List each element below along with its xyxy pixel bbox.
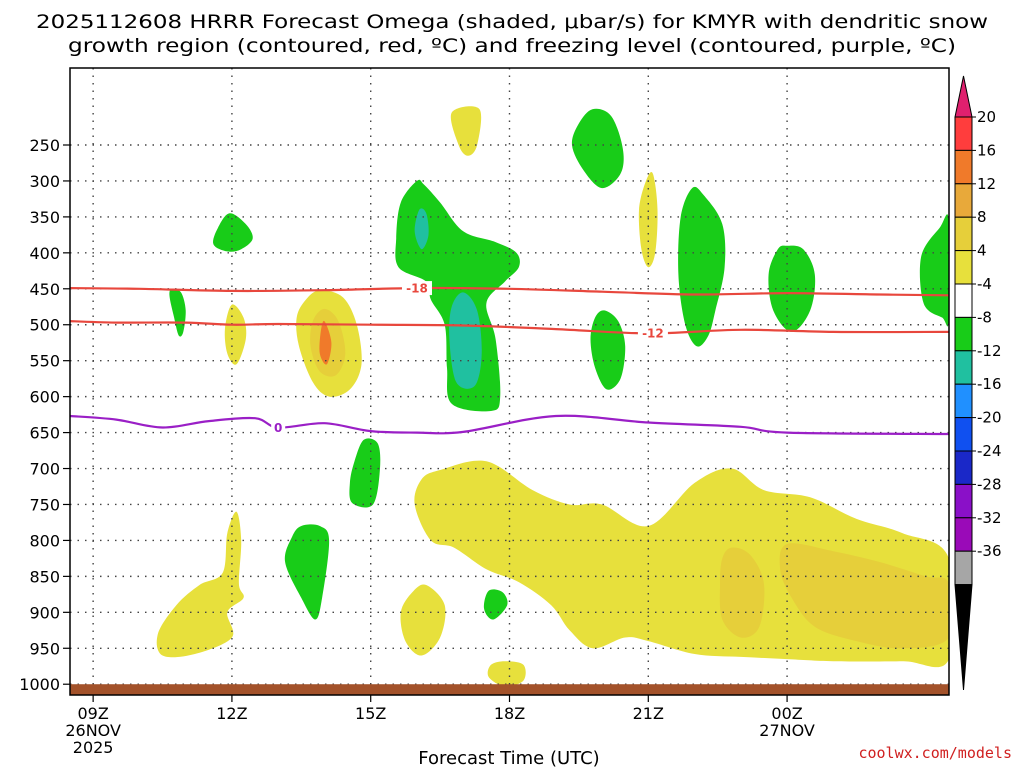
colorbar-label--8: -8 — [977, 308, 992, 326]
colorbar-bin--16 — [954, 383, 973, 419]
omega-region--8-4 — [213, 213, 253, 252]
y-axis: 250 300 350 400 450 500 550 600 650 700 750 800 850 9… — [19, 136, 70, 694]
y-tick-label-800: 800 — [29, 531, 60, 550]
colorbar-bin--12 — [954, 350, 973, 385]
colorbar-bin--36 — [954, 550, 973, 586]
colorbar-label--4: -4 — [977, 275, 992, 293]
contour-minus12 — [70, 320, 949, 335]
colorbar-bin--24 — [954, 450, 973, 485]
contour-label-minus12: -12 — [642, 327, 664, 341]
y-tick-label-950: 950 — [29, 639, 60, 658]
colorbar-label--36: -36 — [977, 542, 1002, 560]
colorbar-bin-4 — [954, 250, 973, 285]
ground-strip — [70, 684, 949, 695]
omega-region-8-21 — [719, 547, 765, 638]
omega-region--8-9 — [590, 310, 626, 390]
colorbar-label-20: 20 — [977, 108, 996, 126]
omega-region-4-15 — [224, 304, 247, 365]
omega-region--8-7 — [768, 245, 816, 332]
colorbar: 20 16 12 8 4 -4 -8 -12 -16 -20 -24 -28 -32 -36 — [954, 75, 1002, 691]
y-tick-label-600: 600 — [29, 388, 60, 407]
colorbar-label--20: -20 — [977, 409, 1002, 427]
colorbar-bin-16 — [954, 149, 973, 185]
omega-region-4-24 — [487, 661, 526, 687]
y-tick-label-500: 500 — [29, 316, 60, 335]
x-tick-label-15Z: 15Z — [355, 704, 386, 723]
x-tick-label-00Z: 00Z 27NOV — [759, 704, 815, 740]
colorbar-bin-12 — [954, 183, 973, 218]
omega-region-4-14 — [638, 172, 658, 268]
colorbar-label--28: -28 — [977, 475, 1002, 493]
y-tick-label-650: 650 — [29, 424, 60, 443]
colorbar-label--16: -16 — [977, 375, 1002, 393]
omega-shading-layer — [156, 106, 949, 687]
omega-region-4-19 — [156, 511, 244, 658]
chart-title-line2: growth region (contoured, red, ºC) and f… — [68, 35, 956, 57]
omega-region--8-11 — [284, 524, 330, 620]
x-tick-label-21Z: 21Z — [633, 704, 664, 723]
colorbar-bin--32 — [954, 517, 973, 552]
colorbar-label--32: -32 — [977, 509, 1002, 527]
contour-label-bg-minus12 — [637, 326, 668, 341]
colorbar-top-arrow — [954, 75, 973, 118]
contour-label-zero: 0 — [274, 421, 282, 435]
contour-zero — [70, 414, 949, 436]
y-tick-label-750: 750 — [29, 495, 60, 514]
chart-title-line1: 2025112608 HRRR Forecast Omega (shaded, … — [36, 11, 988, 33]
y-tick-label-300: 300 — [29, 172, 60, 191]
colorbar-bottom-arrow — [954, 584, 973, 691]
y-tick-label-1000: 1000 — [19, 675, 60, 694]
y-tick-label-700: 700 — [29, 460, 60, 479]
omega-region-4-23 — [400, 584, 446, 656]
colorbar-bin-20 — [954, 116, 973, 151]
x-tick-label-12Z: 12Z — [216, 704, 247, 723]
colorbar-label-12: 12 — [977, 175, 996, 193]
contour-label-minus18: -18 — [406, 282, 428, 296]
y-tick-label-350: 350 — [29, 208, 60, 227]
omega-region-8-22 — [779, 543, 949, 649]
omega-region--8-3 — [571, 108, 624, 189]
omega-region-4-13 — [450, 106, 482, 156]
colorbar-label--12: -12 — [977, 342, 1002, 360]
omega-region--8-10 — [349, 438, 381, 508]
contour-minus18 — [70, 286, 949, 297]
colorbar-label--24: -24 — [977, 442, 1002, 460]
credit-link[interactable]: coolwx.com/models — [858, 744, 1012, 762]
x-axis: 09Z 26NOV 2025 12Z 15Z 18Z 21Z 00Z 27NOV — [65, 695, 815, 757]
colorbar-label-16: 16 — [977, 141, 996, 159]
colorbar-bin-8 — [954, 216, 973, 252]
contour-label-bg-minus18 — [401, 281, 432, 296]
y-tick-label-250: 250 — [29, 136, 60, 155]
colorbar-label-8: 8 — [977, 208, 987, 226]
y-tick-label-900: 900 — [29, 603, 60, 622]
colorbar-bin--28 — [954, 483, 973, 519]
x-axis-title: Forecast Time (UTC) — [418, 748, 599, 768]
y-tick-label-550: 550 — [29, 352, 60, 371]
omega-region--8-12 — [483, 589, 508, 620]
omega-region--12-2 — [449, 292, 482, 389]
omega-region--8-6 — [678, 186, 726, 347]
colorbar-label-4: 4 — [977, 242, 987, 260]
y-tick-label-450: 450 — [29, 280, 60, 299]
omega-region--12-1 — [414, 208, 429, 250]
omega-region--8-5 — [169, 288, 186, 337]
y-tick-label-400: 400 — [29, 244, 60, 263]
x-tick-label-09Z: 09Z 26NOV 2025 — [65, 704, 121, 757]
contour-label-bg-zero — [271, 420, 286, 435]
y-tick-label-850: 850 — [29, 567, 60, 586]
x-tick-label-18Z: 18Z — [494, 704, 525, 723]
contour-layer: -18 -12 0 — [70, 281, 949, 436]
colorbar-bin--20 — [954, 417, 973, 452]
colorbar-bin--8 — [954, 316, 973, 352]
colorbar-bin--4 — [954, 283, 973, 318]
omega-region--8-8 — [919, 214, 949, 327]
omega-region-12-18 — [319, 320, 332, 365]
